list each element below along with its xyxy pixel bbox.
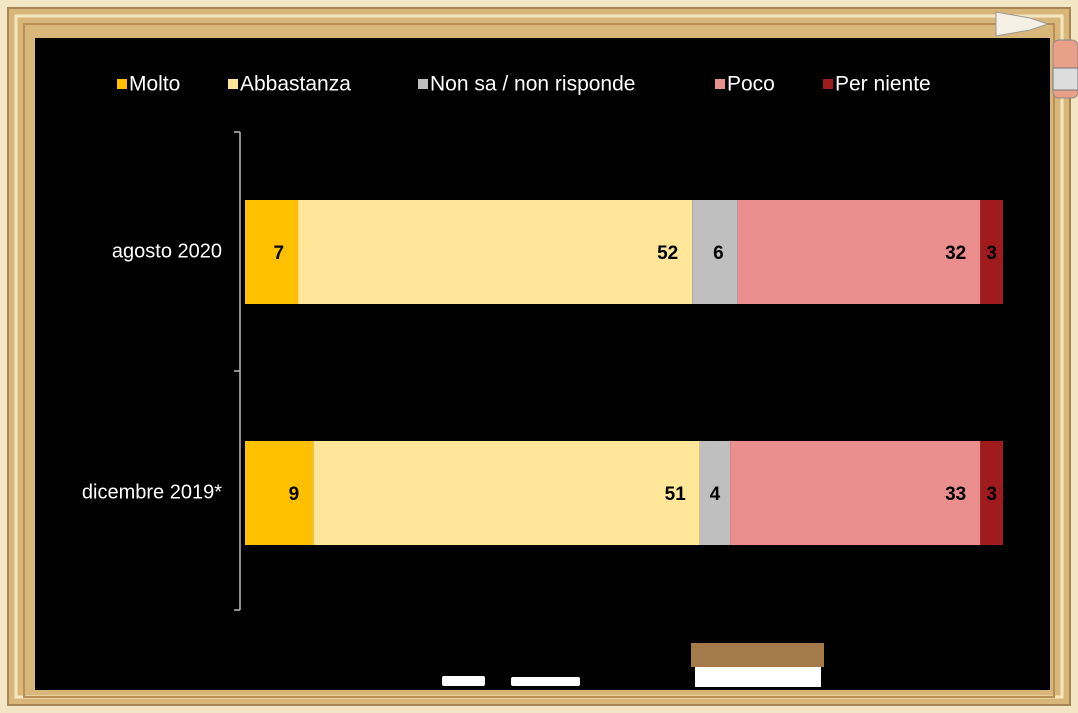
data-label: 6 bbox=[713, 243, 724, 264]
data-label: 3 bbox=[986, 484, 997, 505]
board-eraser-felt bbox=[695, 667, 821, 687]
category-label: agosto 2020 bbox=[112, 240, 222, 262]
legend-label: Poco bbox=[727, 73, 775, 96]
legend-label: Molto bbox=[129, 73, 180, 96]
bar-segment bbox=[298, 200, 692, 304]
legend-label: Non sa / non risponde bbox=[430, 73, 635, 96]
data-label: 3 bbox=[986, 243, 997, 264]
data-label: 7 bbox=[273, 243, 284, 264]
bar-segment bbox=[245, 200, 298, 304]
data-label: 51 bbox=[665, 484, 687, 505]
legend-label: Per niente bbox=[835, 73, 931, 96]
legend-swatch bbox=[117, 79, 127, 89]
data-label: 52 bbox=[657, 243, 678, 264]
bar-segment bbox=[313, 441, 700, 545]
category-label: dicembre 2019* bbox=[82, 481, 222, 503]
chart: Molto Abbastanza Non sa / non risponde Poco… bbox=[0, 0, 1078, 713]
bar-segment bbox=[245, 441, 313, 545]
data-label: 4 bbox=[710, 484, 721, 505]
data-label: 9 bbox=[289, 484, 300, 505]
chalk bbox=[442, 676, 485, 686]
bar-segment bbox=[738, 200, 981, 304]
legend-swatch bbox=[228, 79, 238, 89]
legend-swatch bbox=[715, 79, 725, 89]
bar-segment bbox=[730, 441, 980, 545]
data-label: 33 bbox=[945, 484, 966, 505]
ferrule bbox=[1053, 68, 1078, 90]
legend-swatch bbox=[823, 79, 833, 89]
board-eraser bbox=[691, 643, 824, 667]
legend-swatch bbox=[418, 79, 428, 89]
legend-label: Abbastanza bbox=[240, 73, 351, 96]
chalk bbox=[511, 677, 580, 686]
data-label: 32 bbox=[945, 243, 966, 264]
chalkboard bbox=[35, 38, 1050, 690]
